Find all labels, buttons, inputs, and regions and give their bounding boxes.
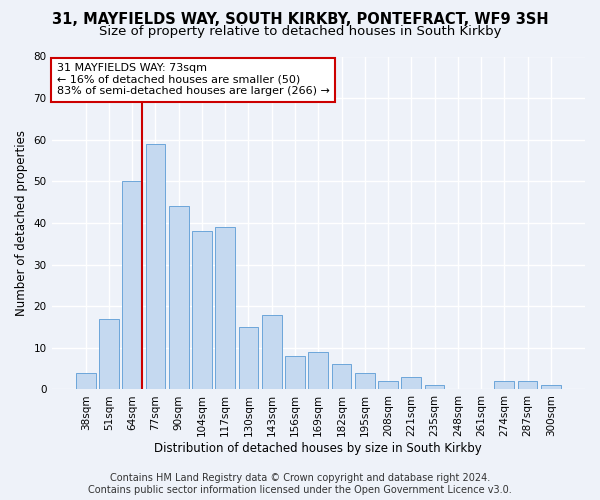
Bar [239,327,259,390]
X-axis label: Distribution of detached houses by size in South Kirkby: Distribution of detached houses by size … [154,442,482,455]
Text: Size of property relative to detached houses in South Kirkby: Size of property relative to detached ho… [99,25,501,38]
Text: 31, MAYFIELDS WAY, SOUTH KIRKBY, PONTEFRACT, WF9 3SH: 31, MAYFIELDS WAY, SOUTH KIRKBY, PONTEFR… [52,12,548,28]
Bar [332,364,352,390]
Bar [541,386,561,390]
Bar [378,381,398,390]
Y-axis label: Number of detached properties: Number of detached properties [15,130,28,316]
Bar [401,377,421,390]
Bar [99,318,119,390]
Bar [285,356,305,390]
Bar [308,352,328,390]
Bar [494,381,514,390]
Text: 31 MAYFIELDS WAY: 73sqm
← 16% of detached houses are smaller (50)
83% of semi-de: 31 MAYFIELDS WAY: 73sqm ← 16% of detache… [57,63,330,96]
Bar [262,314,281,390]
Bar [146,144,166,390]
Bar [425,386,445,390]
Bar [76,373,95,390]
Bar [215,227,235,390]
Bar [192,232,212,390]
Bar [169,206,188,390]
Bar [355,373,374,390]
Bar [518,381,538,390]
Text: Contains HM Land Registry data © Crown copyright and database right 2024.
Contai: Contains HM Land Registry data © Crown c… [88,474,512,495]
Bar [122,182,142,390]
